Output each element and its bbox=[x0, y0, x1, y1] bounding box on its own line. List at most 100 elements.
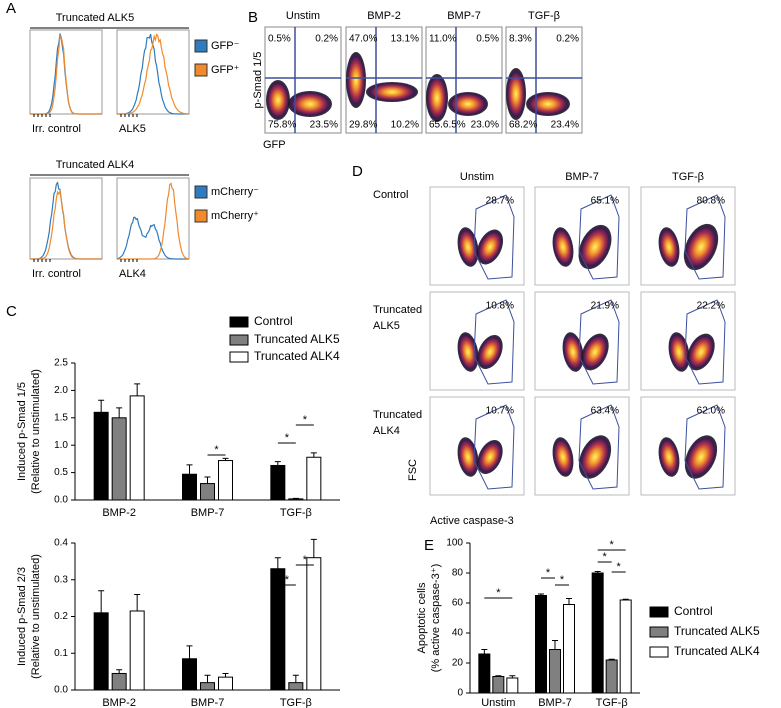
bar bbox=[535, 595, 547, 694]
histogram bbox=[30, 34, 102, 115]
bar bbox=[591, 572, 604, 694]
column-title: TGF-β bbox=[528, 10, 560, 22]
legend-swatch bbox=[649, 606, 669, 618]
gate bbox=[578, 194, 620, 280]
bar bbox=[218, 460, 233, 501]
histogram-frame bbox=[116, 29, 190, 115]
quadrant-percent: 0.5% bbox=[268, 34, 291, 45]
row-label: ALK5 bbox=[373, 320, 400, 332]
error-bar bbox=[116, 407, 123, 418]
panel-letter: D bbox=[352, 163, 363, 180]
legend-swatch bbox=[229, 351, 249, 363]
density-cloud bbox=[448, 92, 488, 116]
plot-frame bbox=[534, 291, 630, 391]
quadrant-percent: 68.2% bbox=[509, 120, 537, 131]
bar bbox=[218, 676, 233, 691]
legend-label: Truncated ALK5 bbox=[674, 624, 760, 638]
error-bar bbox=[98, 399, 105, 413]
density-cloud bbox=[477, 440, 503, 474]
gate bbox=[578, 404, 620, 490]
gate bbox=[684, 404, 726, 490]
quadrant-percent: 23.4% bbox=[551, 120, 579, 131]
error-bar bbox=[204, 476, 211, 484]
significance-star: * bbox=[214, 444, 219, 456]
density-cloud bbox=[578, 224, 612, 270]
density-cloud bbox=[426, 74, 448, 122]
panel-letter: E bbox=[424, 537, 434, 554]
significance-star: * bbox=[496, 587, 501, 599]
y-tick-label: 100 bbox=[446, 538, 463, 549]
density-cloud bbox=[658, 437, 680, 477]
y-tick-label: 60 bbox=[452, 598, 464, 609]
plot-frame bbox=[534, 186, 630, 286]
y-axis-label: Induced p-Smad 2/3 bbox=[16, 567, 28, 666]
panel-letter: C bbox=[6, 303, 17, 320]
density-cloud bbox=[684, 435, 718, 479]
density-cloud bbox=[346, 52, 366, 108]
gate-percent: 21.9% bbox=[591, 301, 619, 312]
bar bbox=[93, 612, 109, 691]
density-cloud bbox=[552, 227, 574, 267]
density-cloud bbox=[477, 335, 503, 369]
error-bar bbox=[509, 675, 516, 678]
significance-star: * bbox=[617, 561, 622, 573]
y-tick-label: 0.2 bbox=[54, 611, 68, 622]
bar bbox=[182, 473, 197, 501]
panel-letter: B bbox=[248, 9, 258, 26]
bar bbox=[111, 672, 127, 691]
gate bbox=[473, 404, 515, 490]
density-cloud bbox=[506, 68, 526, 120]
error-bar bbox=[310, 538, 317, 558]
error-bar bbox=[186, 464, 193, 475]
error-bar bbox=[134, 383, 141, 396]
bar bbox=[306, 557, 322, 691]
y-axis-label: Induced p-Smad 1/5 bbox=[16, 382, 28, 481]
significance-star: * bbox=[610, 539, 615, 551]
gate bbox=[473, 194, 515, 280]
y-tick-label: 0.3 bbox=[54, 574, 68, 585]
density-cloud bbox=[658, 227, 680, 267]
significance-star: * bbox=[285, 574, 290, 586]
y-tick-label: 1.0 bbox=[54, 440, 68, 451]
error-bar bbox=[98, 590, 105, 613]
bar bbox=[478, 653, 491, 694]
column-title: BMP-7 bbox=[447, 10, 481, 22]
legend-swatch bbox=[194, 209, 208, 223]
y-axis-label: (Relative to unstimulated) bbox=[30, 554, 42, 679]
error-bar bbox=[274, 461, 281, 466]
quadrant-percent: 11.0% bbox=[429, 34, 457, 45]
gate-percent: 22.2% bbox=[697, 301, 725, 312]
x-tick-label: TGF-β bbox=[280, 507, 312, 519]
x-tick-label: Unstim bbox=[481, 697, 515, 708]
histogram bbox=[30, 188, 102, 260]
y-tick-label: 2.5 bbox=[54, 358, 68, 369]
quadrant-percent: 0.5% bbox=[476, 34, 499, 45]
bar bbox=[619, 599, 632, 694]
bar bbox=[200, 483, 215, 501]
gate-percent: 65.1% bbox=[591, 196, 619, 207]
legend-swatch bbox=[649, 646, 669, 658]
group-title: Truncated ALK4 bbox=[56, 159, 134, 171]
legend-swatch bbox=[649, 626, 669, 638]
gate bbox=[684, 194, 726, 280]
y-axis-label: p-Smad 1/5 bbox=[252, 52, 264, 109]
significance-star: * bbox=[303, 414, 308, 426]
gate bbox=[473, 299, 515, 385]
error-bar bbox=[274, 557, 281, 569]
legend-label: mCherry⁺ bbox=[211, 210, 259, 222]
x-tick-label: BMP-2 bbox=[102, 697, 136, 708]
y-axis-label: Apoptotic cells bbox=[416, 582, 428, 653]
gate-percent: 62.0% bbox=[697, 406, 725, 417]
bar bbox=[270, 464, 286, 501]
y-axis-label: (% active caspase-3⁺) bbox=[430, 564, 442, 673]
error-bar bbox=[186, 645, 193, 659]
plot-frame bbox=[640, 396, 736, 496]
y-tick-label: 80 bbox=[452, 568, 464, 579]
bar bbox=[492, 676, 505, 694]
density-cloud bbox=[683, 223, 719, 271]
gate-percent: 10.7% bbox=[486, 406, 514, 417]
density-cloud bbox=[288, 91, 332, 117]
column-title: Unstim bbox=[286, 10, 320, 22]
x-tick-label: BMP-7 bbox=[191, 697, 225, 708]
axis-label: ALK4 bbox=[119, 268, 146, 280]
